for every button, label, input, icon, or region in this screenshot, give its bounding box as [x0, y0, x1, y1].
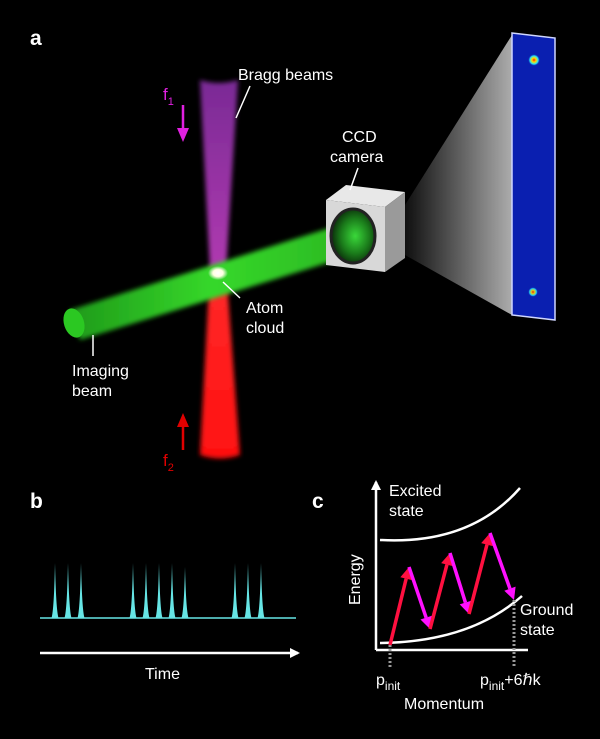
ground-label-line1: Ground — [520, 602, 573, 619]
pulse — [168, 563, 176, 618]
imaging-label-line2: beam — [72, 383, 112, 400]
pulse — [77, 563, 85, 618]
ccd-spot-bottom — [528, 287, 538, 297]
pulse — [231, 563, 239, 618]
emission-arrow — [407, 566, 428, 619]
atom-label-line1: Atom — [246, 300, 283, 317]
imaging-label-line1: Imaging — [72, 363, 129, 380]
atom-label-line2: cloud — [246, 320, 284, 337]
emission-arrow — [488, 532, 512, 590]
absorption-arrow — [428, 564, 449, 630]
bragg-beam-lower — [200, 268, 240, 459]
pulse — [64, 563, 72, 618]
bragg-beams-label: Bragg beams — [238, 67, 333, 84]
bragg-leader — [235, 85, 251, 119]
pinit-6hk-label: pinit+6ℏk — [480, 672, 542, 693]
ground-label-line2: state — [520, 622, 555, 639]
ccd-image — [511, 32, 556, 321]
absorption-arrow — [388, 578, 408, 646]
f1-label: f1 — [163, 85, 174, 108]
pulse-train — [51, 563, 265, 618]
pulse — [155, 563, 163, 618]
pulse — [244, 563, 252, 618]
excited-label-line1: Excited — [389, 483, 441, 500]
panel-label-a: a — [30, 27, 42, 50]
bragg-beam-upper — [200, 80, 238, 270]
ground-state-curve — [379, 595, 523, 645]
pulse — [142, 563, 150, 618]
emission-arrow-head — [504, 586, 516, 600]
camera-lens — [329, 207, 377, 265]
panel-label-c: c — [312, 490, 324, 513]
ccd-label-line2: camera — [330, 149, 383, 166]
absorption-arrow — [467, 544, 489, 615]
panel-label-b: b — [30, 490, 43, 513]
bragg-transitions — [388, 532, 516, 646]
f1-arrow — [177, 105, 189, 142]
pulse — [51, 563, 59, 618]
ccd-label-line1: CCD — [342, 129, 377, 146]
atom-leader — [222, 281, 241, 299]
f2-arrow — [177, 413, 189, 450]
excited-label-line2: state — [389, 503, 424, 520]
time-label: Time — [145, 666, 180, 683]
ccd-leader — [349, 167, 359, 191]
ccd-projection-cone — [405, 35, 512, 315]
emission-arrow — [448, 552, 468, 604]
atom-cloud — [208, 266, 228, 280]
f2-label: f2 — [163, 451, 174, 474]
ccd-spot-top — [528, 54, 540, 66]
excited-state-curve — [379, 487, 521, 542]
pulse — [181, 567, 189, 618]
pulse — [129, 563, 137, 618]
ccd-camera — [326, 185, 405, 272]
imaging-beam — [63, 223, 356, 340]
pinit-label: pinit — [376, 672, 401, 693]
emission-arrow-head — [420, 615, 432, 629]
pulse — [257, 563, 265, 618]
momentum-label: Momentum — [404, 696, 484, 713]
energy-label: Energy — [347, 554, 364, 605]
